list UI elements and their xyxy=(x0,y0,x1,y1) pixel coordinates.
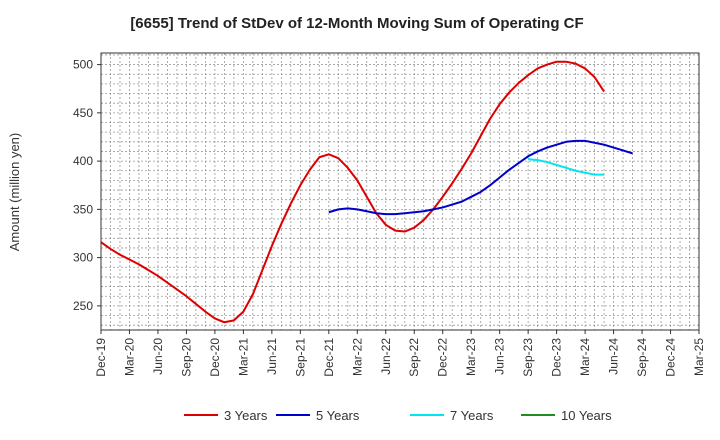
x-tick-label: Mar-24 xyxy=(578,338,592,376)
x-tick-label: Sep-23 xyxy=(521,338,535,377)
series-line-5-years xyxy=(328,139,633,216)
x-tick-label: Jun-21 xyxy=(265,338,279,375)
x-tick-label: Jun-23 xyxy=(493,338,507,375)
y-axis-label: Amount (million yen) xyxy=(7,133,22,252)
series-line-7-years xyxy=(528,158,605,176)
y-tick-label: 400 xyxy=(73,154,93,168)
x-tick-label: Sep-22 xyxy=(407,338,421,377)
x-tick-label: Jun-24 xyxy=(607,338,621,375)
x-tick-label: Sep-20 xyxy=(179,338,193,377)
y-tick-label: 350 xyxy=(73,202,93,216)
x-tick-label: Mar-20 xyxy=(122,338,136,376)
y-tick-label: 450 xyxy=(73,106,93,120)
chart-title: [6655] Trend of StDev of 12-Month Moving… xyxy=(130,15,583,32)
legend-label: 3 Years xyxy=(224,408,268,423)
legend: 3 Years 5 Years 7 Years 10 Years xyxy=(184,408,612,423)
x-tick-label: Jun-20 xyxy=(151,338,165,375)
legend-label: 5 Years xyxy=(316,408,360,423)
x-axis-ticks: Dec-19 Mar-20 Jun-20 Sep-20 Dec-20 Mar-21 Jun-… xyxy=(94,330,706,377)
x-tick-label: Dec-19 xyxy=(94,338,108,377)
x-tick-label: Mar-25 xyxy=(692,338,706,376)
x-tick-label: Dec-23 xyxy=(550,338,564,377)
series-line-3-years xyxy=(100,60,605,324)
x-tick-label: Sep-21 xyxy=(293,338,307,377)
series-lines xyxy=(100,60,633,324)
x-tick-label: Dec-21 xyxy=(322,338,336,377)
y-tick-label: 500 xyxy=(73,58,93,72)
plot-frame xyxy=(100,52,700,331)
x-tick-label: Mar-21 xyxy=(236,338,250,376)
legend-label: 7 Years xyxy=(450,408,494,423)
x-tick-label: Dec-22 xyxy=(436,338,450,377)
y-tick-label: 250 xyxy=(73,299,93,313)
y-axis-ticks: 250 300 350 400 450 500 xyxy=(73,58,101,313)
x-tick-label: Mar-22 xyxy=(350,338,364,376)
legend-label: 10 Years xyxy=(561,408,612,423)
x-tick-label: Sep-24 xyxy=(635,338,649,377)
x-tick-label: Jun-22 xyxy=(379,338,393,375)
x-tick-label: Mar-23 xyxy=(464,338,478,376)
x-tick-label: Dec-24 xyxy=(664,338,678,377)
x-tick-label: Dec-20 xyxy=(208,338,222,377)
grid xyxy=(101,53,699,330)
y-tick-label: 300 xyxy=(73,251,93,265)
